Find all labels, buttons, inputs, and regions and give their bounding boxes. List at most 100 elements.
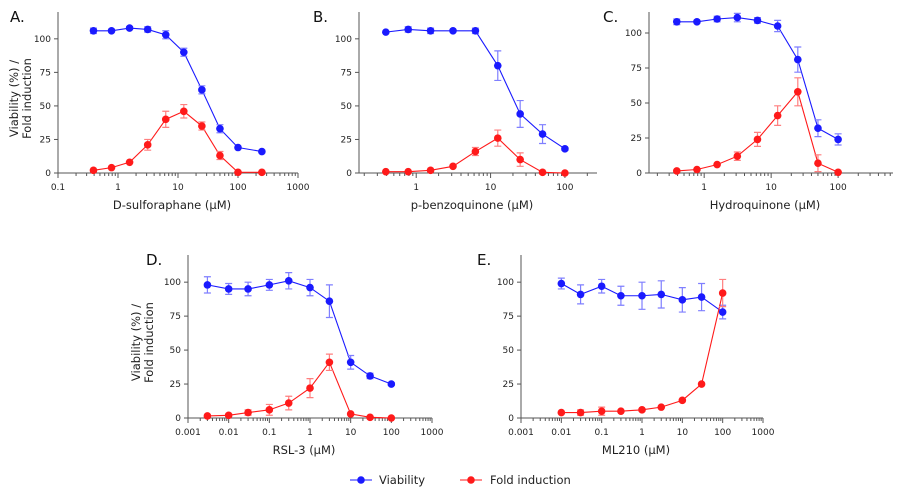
data-point <box>89 26 98 35</box>
panel-label: C. <box>603 8 618 26</box>
data-point <box>198 86 206 94</box>
x-tick-label: 0.01 <box>551 428 571 438</box>
x-tick-label: 100 <box>229 183 246 193</box>
y-tick-label: 25 <box>170 380 181 390</box>
x-axis-title: p-benzoquinone (μM) <box>411 198 534 212</box>
y-tick-label: 50 <box>631 99 643 109</box>
y-tick-label: 75 <box>341 68 352 78</box>
series-fold-induction <box>382 129 569 177</box>
data-point <box>346 410 355 418</box>
panel-label: A. <box>10 8 25 26</box>
data-point <box>198 122 206 130</box>
series-fold-induction <box>203 353 396 422</box>
data-point <box>284 277 293 285</box>
y-tick-label: 100 <box>625 29 642 39</box>
data-point <box>697 380 706 388</box>
data-point <box>814 124 822 132</box>
legend-label: Viability <box>379 473 425 487</box>
y-tick-label: 25 <box>341 135 352 145</box>
data-point <box>258 168 266 177</box>
y-tick-label: 0 <box>508 414 514 424</box>
y-tick-label: 75 <box>40 68 51 78</box>
y-axis-title: Viability (%) / <box>7 60 21 137</box>
y-tick-label: 50 <box>503 346 515 356</box>
x-tick-label: 100 <box>556 183 573 193</box>
data-point <box>538 168 547 177</box>
data-point <box>216 151 224 160</box>
y-tick-label: 0 <box>175 414 181 424</box>
data-point <box>793 88 802 96</box>
series-line <box>93 27 262 153</box>
data-point <box>382 28 390 36</box>
x-tick-label: 10 <box>345 428 357 438</box>
series-line <box>207 361 392 419</box>
legend-marker <box>357 476 365 484</box>
data-point <box>753 135 762 144</box>
data-point <box>693 165 701 174</box>
data-point <box>597 407 606 416</box>
data-point <box>426 166 435 175</box>
data-point <box>733 152 742 160</box>
data-point <box>143 25 152 34</box>
data-point <box>493 134 502 142</box>
y-tick-label: 100 <box>164 278 181 288</box>
panel-label: D. <box>146 251 162 269</box>
panel-d: D. 0 25 50 75 100 0.001 0.01 0.1 1 10 100 1000 RSL-3 … <box>129 251 444 457</box>
x-tick-label: 0.001 <box>175 428 201 438</box>
y-tick-label: 75 <box>170 312 181 322</box>
y-tick-label: 25 <box>503 380 514 390</box>
data-point <box>713 15 721 23</box>
data-point <box>382 167 390 176</box>
data-point <box>161 115 170 124</box>
data-point <box>557 408 566 417</box>
data-point <box>693 18 701 26</box>
data-point <box>203 412 212 420</box>
y-tick-label: 75 <box>631 64 642 74</box>
y-tick-label: 25 <box>40 135 51 145</box>
data-point <box>366 413 374 422</box>
data-point <box>516 110 524 118</box>
series-fold-induction <box>89 103 266 177</box>
y-axis-title: Fold induction <box>142 302 156 383</box>
data-point <box>697 293 706 301</box>
x-tick-label: 1 <box>115 183 121 193</box>
data-point <box>387 380 396 388</box>
data-point <box>597 282 606 291</box>
data-point <box>471 147 480 156</box>
y-tick-label: 100 <box>497 278 514 288</box>
legend: Viability Fold induction <box>350 473 571 487</box>
series-line <box>93 110 262 173</box>
data-point <box>366 372 374 380</box>
panel-label: B. <box>313 8 328 26</box>
data-point <box>834 168 842 177</box>
data-point <box>107 26 116 35</box>
data-point <box>538 130 547 138</box>
data-point <box>387 414 396 422</box>
x-tick-label: 0.001 <box>508 428 534 438</box>
data-point <box>773 111 782 120</box>
data-point <box>426 26 435 35</box>
data-point <box>733 13 742 22</box>
data-point <box>657 290 666 299</box>
data-point <box>89 166 98 175</box>
data-point <box>672 18 681 26</box>
data-point <box>180 107 188 116</box>
x-tick-label: 10 <box>677 428 689 438</box>
y-tick-label: 0 <box>45 169 51 179</box>
x-tick-label: 1000 <box>421 428 444 438</box>
x-tick-label: 100 <box>383 428 400 438</box>
series-line <box>207 280 392 385</box>
x-tick-label: 1 <box>701 183 707 193</box>
data-point <box>773 22 782 30</box>
x-axis-title: RSL-3 (μM) <box>273 443 336 457</box>
series-fold-induction <box>557 278 727 417</box>
y-axis-title: Viability (%) / <box>129 304 143 381</box>
legend-label: Fold induction <box>490 473 571 487</box>
y-tick-label: 0 <box>346 169 352 179</box>
panel-e: E. 0 25 50 75 100 0.001 0.01 0.1 1 10 100 1000 ML210 … <box>477 251 775 457</box>
x-tick-label: 10 <box>485 183 497 193</box>
data-point <box>265 281 274 289</box>
data-point <box>306 384 314 392</box>
x-axis-title: D-sulforaphane (μM) <box>113 198 231 212</box>
